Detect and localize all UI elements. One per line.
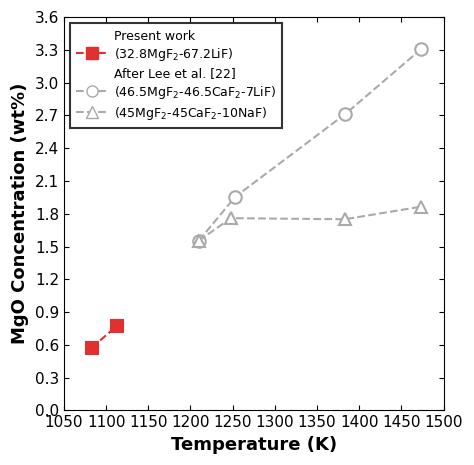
Legend: Present work, (32.8MgF$_2$-67.2LiF), After Lee et al. [22], (46.5MgF$_2$-46.5CaF: Present work, (32.8MgF$_2$-67.2LiF), Aft…: [70, 23, 283, 128]
Y-axis label: MgO Concentration (wt%): MgO Concentration (wt%): [11, 83, 29, 345]
X-axis label: Temperature (K): Temperature (K): [171, 436, 337, 454]
